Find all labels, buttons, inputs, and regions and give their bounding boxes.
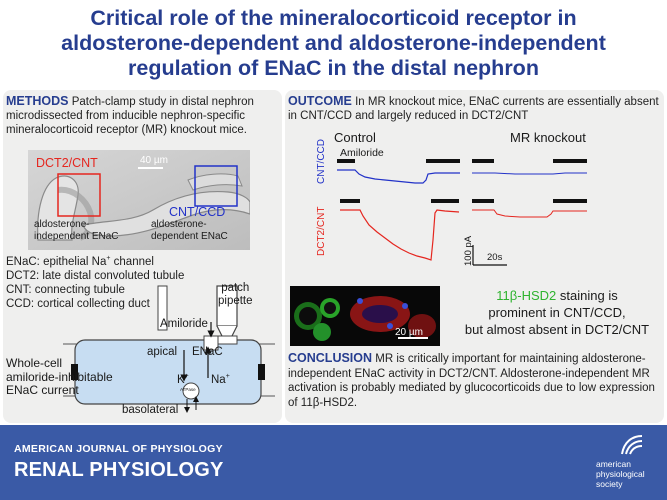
outcome-panel: [285, 90, 664, 423]
amiloride-label: Amiloride: [160, 318, 208, 330]
amiloride-bar: [472, 159, 494, 163]
methods-heading: METHODS: [6, 94, 69, 108]
hsd2-highlight: 11β-HSD2: [496, 288, 557, 303]
trace-control-cnt-ccd: [337, 169, 460, 184]
enac-label: ENaC: [192, 346, 223, 358]
potassium-symbol: K: [177, 373, 185, 386]
sodium-label: Na+: [211, 373, 230, 386]
cell-diagram: [63, 285, 275, 413]
amiloride-bar: [340, 199, 360, 203]
whole-cell-line-1: Whole-cell: [6, 356, 63, 370]
mr-knockout-label: MR knockout: [510, 130, 586, 145]
tubule-micrograph: [28, 150, 251, 250]
left-caption-line-2: independent ENaC: [34, 231, 119, 242]
left-caption-line-1: aldosterone-: [34, 219, 90, 230]
glossary-item: DCT2: late distal convoluted tubule: [6, 269, 184, 283]
amiloride-bar: [553, 199, 587, 203]
amiloride-bar: [472, 199, 494, 203]
amiloride-trace-label: Amiloride: [340, 147, 384, 159]
publisher-name: american physiological society: [596, 459, 666, 489]
aps-logo-icon: [621, 435, 643, 455]
journal-section: RENAL PHYSIOLOGY: [14, 459, 224, 481]
glossary-sup: +: [106, 255, 111, 262]
outcome-block: OUTCOME In MR knockout mice, ENaC curren…: [288, 94, 660, 123]
glossary-item: CNT: connecting tubule: [6, 283, 184, 297]
glossary-text: CCD: cortical collecting duct: [6, 297, 150, 310]
amiloride-bar: [426, 159, 460, 163]
right-segment-caption: aldosterone- dependent ENaC: [151, 219, 228, 243]
right-caption-line-1: aldosterone-: [151, 219, 207, 230]
trace-knockout-dct2-cnt: [472, 209, 587, 218]
glossary-item: ENaC: epithelial Na+ channel: [6, 252, 184, 269]
publisher-line-1: american: [596, 459, 631, 469]
page-title: Critical role of the mineralocorticoid r…: [0, 0, 667, 86]
glossary-item: CCD: cortical collecting duct: [6, 297, 184, 311]
title-line-1: Critical role of the mineralocorticoid r…: [90, 5, 577, 30]
glossary-text: CNT: connecting tubule: [6, 283, 125, 296]
methods-block: METHODS Patch-clamp study in distal neph…: [6, 94, 280, 137]
staining-image: [290, 286, 440, 346]
amiloride-bar: [553, 159, 587, 163]
glossary-text: ENaC: epithelial Na: [6, 255, 107, 268]
micrograph-scale-label: 40 µm: [140, 155, 168, 166]
scale-label-time: 20s: [487, 252, 503, 263]
potassium-charge: +: [184, 373, 189, 380]
whole-cell-caption: Whole-cell amiloride-inhibitable ENaC cu…: [6, 356, 113, 398]
trace-knockout-cnt-ccd: [472, 172, 587, 175]
trace-control-dct2-cnt: [340, 209, 460, 261]
stain-caption: 11β-HSD2 staining is prominent in CNT/CC…: [452, 287, 662, 338]
title-line-2: aldosterone-dependent and aldosterone-in…: [61, 30, 606, 55]
cnt-ccd-box: [194, 165, 238, 207]
patch-pipette-label-line-2: pipette: [218, 295, 253, 307]
amiloride-bar: [337, 159, 355, 163]
title-line-3: regulation of ENaC in the distal nephron: [128, 55, 539, 80]
publisher-line-3: society: [596, 479, 623, 489]
hsd2-staining-image: [290, 286, 440, 346]
atpase-label: ATPase: [180, 387, 196, 392]
atpase-pump-icon: [182, 382, 200, 400]
dct2-cnt-box: [57, 173, 101, 217]
micrograph-label-dct2-cnt: DCT2/CNT: [36, 156, 98, 170]
patch-pipette-label: patch pipette: [218, 282, 253, 308]
patch-pipette-label-line-1: patch: [221, 282, 250, 294]
micrograph-label-cnt-ccd: CNT/CCD: [169, 205, 226, 219]
scale-label-current: 100 pA: [463, 235, 474, 266]
stain-caption-rest: staining is: [556, 288, 618, 303]
basolateral-label: basolateral: [122, 404, 179, 416]
conclusion-text: MR is critically important for maintaini…: [288, 353, 655, 409]
potassium-label: K+: [177, 373, 189, 386]
stain-caption-line-2: prominent in CNT/CCD,: [488, 305, 626, 320]
stain-scale-label: 20 µm: [395, 327, 423, 338]
tight-junction-right: [258, 364, 265, 380]
footer-bar: [0, 425, 667, 500]
apical-label: apical: [147, 346, 178, 358]
outcome-text: In MR knockout mice, ENaC currents are e…: [288, 96, 659, 122]
tight-junction-left: [71, 364, 78, 380]
journal-name: AMERICAN JOURNAL OF PHYSIOLOGY: [14, 443, 223, 455]
right-caption-line-2: dependent ENaC: [151, 231, 228, 242]
whole-cell-line-2: amiloride-inhibitable: [6, 369, 113, 384]
conclusion-heading: CONCLUSION: [288, 351, 373, 365]
control-label: Control: [334, 130, 376, 145]
sodium-charge: +: [225, 373, 230, 380]
current-traces: [337, 159, 587, 266]
methods-text: Patch-clamp study in distal nephron micr…: [6, 96, 254, 136]
sodium-symbol: Na: [211, 373, 226, 386]
conclusion-block: CONCLUSION MR is critically important fo…: [288, 351, 662, 410]
whole-cell-line-3: ENaC current: [6, 383, 79, 397]
glossary-list: ENaC: epithelial Na+ channel DCT2: late …: [6, 252, 184, 311]
stain-caption-line-1: 11β-HSD2 staining is: [452, 287, 662, 304]
glossary-text: DCT2: late distal convoluted tubule: [6, 269, 185, 282]
left-segment-caption: aldosterone- independent ENaC: [34, 219, 119, 243]
stain-caption-line-3: but almost absent in DCT2/CNT: [464, 322, 650, 337]
publisher-line-2: physiological: [596, 469, 645, 479]
amiloride-bar: [431, 199, 459, 203]
micrograph-image: [28, 150, 251, 250]
outcome-heading: OUTCOME: [288, 94, 352, 108]
glossary-tail: channel: [110, 255, 154, 268]
